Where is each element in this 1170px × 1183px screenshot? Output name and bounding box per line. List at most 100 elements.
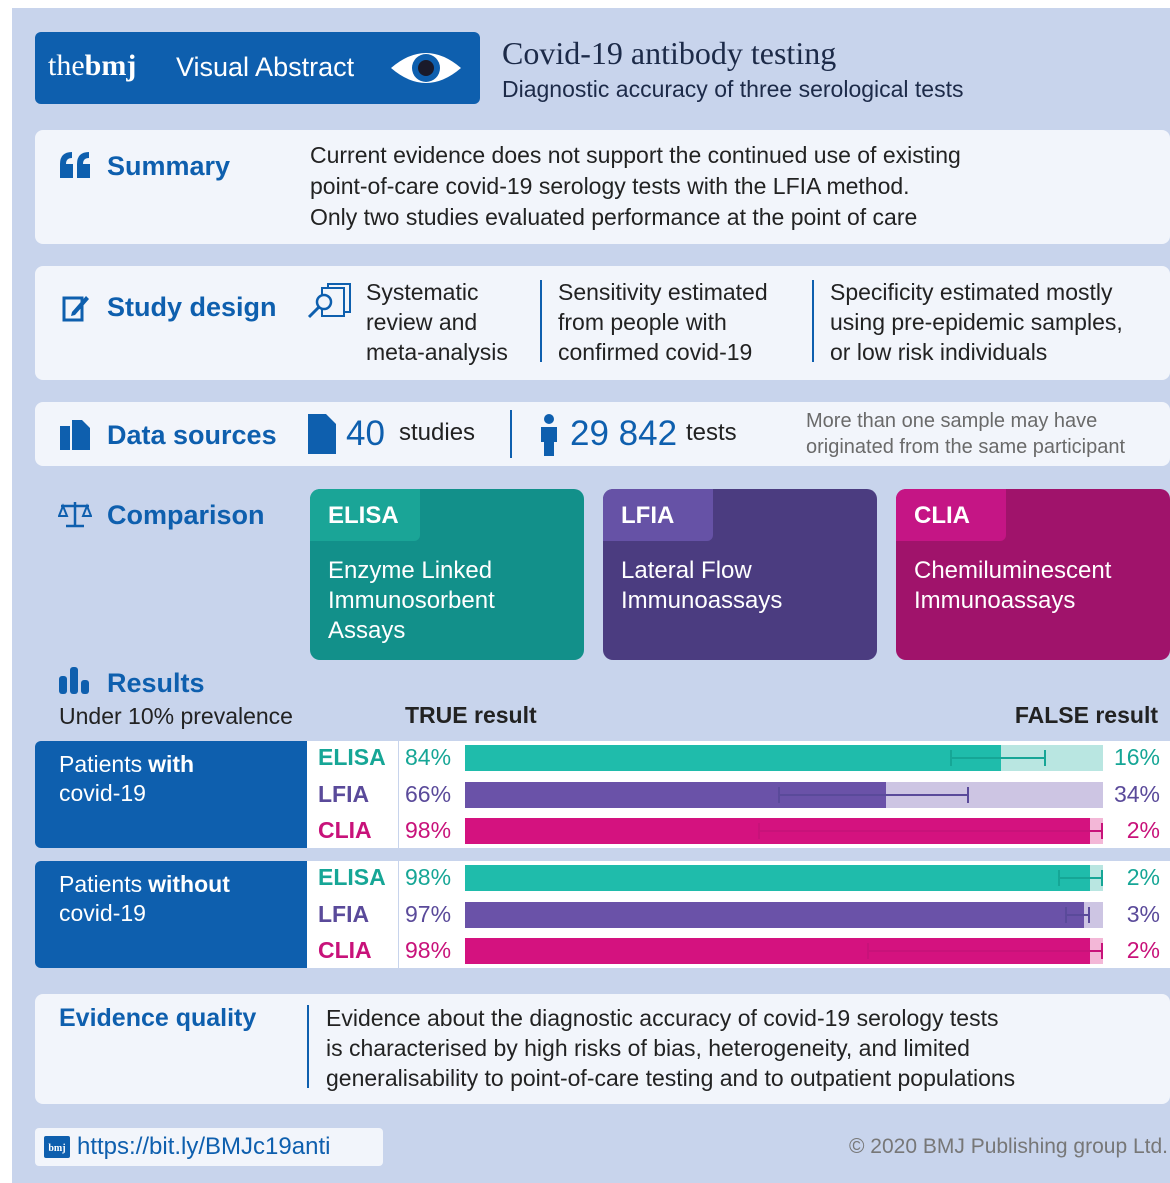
- false-heading: FALSE result: [1014, 702, 1158, 729]
- prevalence: Under 10% prevalence: [59, 703, 293, 730]
- group-label-part: Patients: [59, 871, 143, 897]
- brand-label: Visual Abstract: [176, 51, 355, 82]
- section-heading: Comparison: [107, 499, 265, 530]
- sources-panel: [35, 402, 1170, 466]
- group-label: Patients without: [59, 870, 230, 898]
- subtitle: Diagnostic accuracy of three serological…: [502, 76, 964, 103]
- row-test: CLIA: [318, 817, 372, 844]
- evidence-panel: [35, 994, 1170, 1104]
- note: originated from the same participant: [806, 436, 1126, 458]
- error-line: [760, 830, 1101, 832]
- scales-icon: [58, 502, 92, 528]
- evidence-line: Evidence about the diagnostic accuracy o…: [326, 1005, 999, 1032]
- test-name: CLIA: [914, 501, 970, 529]
- row-test: CLIA: [318, 937, 372, 964]
- row-test: LFIA: [318, 780, 370, 807]
- summary-line: Current evidence does not support the co…: [310, 142, 961, 169]
- pen-icon: [62, 296, 89, 322]
- true-label: 98%: [405, 864, 452, 891]
- test-tab: [310, 489, 420, 541]
- person-icon: [541, 414, 557, 456]
- error-bar: [777, 786, 969, 803]
- doc-icon: [308, 414, 336, 454]
- design-line: Sensitivity estimated: [558, 279, 768, 306]
- section-heading: Evidence quality: [59, 1004, 257, 1032]
- false-label: 2%: [1126, 817, 1160, 844]
- logo-text: bmj: [48, 1143, 65, 1154]
- group-label: Patients with: [59, 750, 194, 778]
- true-label: 84%: [405, 744, 452, 771]
- evidence-line: generalisability to point-of-care testin…: [326, 1065, 1016, 1092]
- row-test: ELISA: [318, 864, 386, 891]
- copyright: © 2020 BMJ Publishing group Ltd.: [849, 1135, 1168, 1159]
- count: 29 842: [570, 414, 678, 453]
- test-line: Immunoassays: [914, 586, 1076, 614]
- title: Covid-19 antibody testing: [502, 34, 837, 71]
- false-label: 3%: [1126, 900, 1160, 927]
- error-bar: [866, 943, 1103, 959]
- summary-panel: [35, 130, 1170, 244]
- test-tab: [603, 489, 713, 541]
- design-line: Systematic: [366, 279, 479, 306]
- test-line: Enzyme Linked: [328, 556, 493, 584]
- group-label-part: with: [148, 751, 195, 777]
- test-line: Immunoassays: [621, 586, 783, 614]
- error-line: [1060, 877, 1101, 879]
- test-line: Lateral Flow: [621, 556, 752, 584]
- brand-bmj: bmj: [84, 49, 137, 82]
- results-icon: [59, 667, 89, 694]
- brand-the: the: [48, 49, 85, 82]
- section-heading: Data sources: [107, 419, 277, 450]
- error-bar: [758, 823, 1103, 839]
- false-label: 2%: [1126, 864, 1160, 891]
- true-bar: [465, 865, 1091, 891]
- section-heading: Summary: [107, 150, 231, 181]
- section-heading: Results: [107, 667, 205, 698]
- divider: [307, 1005, 309, 1088]
- test-tab: [896, 489, 1006, 541]
- design-line: using pre-epidemic samples,: [830, 309, 1123, 336]
- separator: [398, 861, 399, 968]
- divider: [812, 280, 814, 362]
- row-test: ELISA: [318, 744, 386, 771]
- design-line: confirmed covid-19: [558, 339, 753, 366]
- false-label: 16%: [1113, 744, 1160, 771]
- true-bar: [465, 901, 1084, 928]
- separator: [398, 741, 399, 848]
- brand: thebmj: [48, 48, 136, 84]
- test-line: Assays: [328, 616, 406, 644]
- count: 40: [346, 414, 385, 453]
- summary-line: point-of-care covid-19 serology tests wi…: [310, 173, 910, 200]
- sources-icon: [60, 420, 90, 450]
- note: More than one sample may have: [806, 410, 1098, 432]
- false-label: 2%: [1126, 937, 1160, 964]
- true-label: 98%: [405, 817, 452, 844]
- error-bar: [949, 750, 1046, 766]
- error-line: [1066, 913, 1089, 916]
- count-label: tests: [686, 418, 737, 446]
- divider: [510, 410, 512, 458]
- divider: [540, 280, 542, 362]
- true-label: 97%: [405, 900, 452, 927]
- true-heading: TRUE result: [405, 702, 537, 729]
- count-label: studies: [399, 418, 476, 446]
- error-line: [779, 793, 967, 796]
- evidence-line: is characterised by high risks of bias, …: [326, 1035, 970, 1062]
- url: https://bit.ly/BMJc19anti: [77, 1132, 331, 1160]
- review-icon: [307, 283, 351, 319]
- error-line: [951, 757, 1044, 759]
- group-label-part: without: [148, 871, 230, 897]
- row-test: LFIA: [318, 900, 370, 927]
- test-name: ELISA: [328, 501, 399, 529]
- design-line: from people with: [558, 309, 727, 336]
- group-label-part: Patients: [59, 751, 143, 777]
- group-label-part: covid-19: [59, 900, 146, 927]
- group-box: [35, 741, 307, 848]
- test-name: LFIA: [621, 501, 675, 529]
- bmj-logo: bmj: [44, 1136, 70, 1158]
- url-box: [35, 1128, 383, 1166]
- design-panel: [35, 266, 1170, 380]
- test-line: Chemiluminescent: [914, 556, 1112, 584]
- design-line: or low risk individuals: [830, 339, 1048, 366]
- false-label: 34%: [1113, 780, 1160, 807]
